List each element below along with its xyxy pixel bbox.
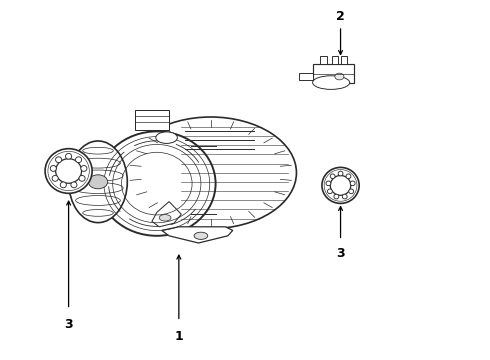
Ellipse shape [156,132,177,143]
Ellipse shape [81,166,87,171]
Text: 2: 2 [336,10,345,23]
FancyBboxPatch shape [332,56,338,64]
Ellipse shape [45,149,92,193]
Ellipse shape [60,182,66,188]
Ellipse shape [322,167,359,203]
Ellipse shape [313,76,350,89]
Ellipse shape [69,141,127,222]
Ellipse shape [75,157,82,163]
Text: 1: 1 [174,330,183,343]
Ellipse shape [125,117,296,229]
Ellipse shape [350,181,355,186]
Polygon shape [152,202,181,227]
Ellipse shape [330,175,351,195]
Ellipse shape [98,131,216,236]
Ellipse shape [52,175,58,181]
Text: 3: 3 [64,318,73,330]
Ellipse shape [194,232,208,239]
Ellipse shape [55,157,62,163]
Ellipse shape [349,189,354,194]
Ellipse shape [66,153,72,159]
Ellipse shape [343,194,347,199]
FancyBboxPatch shape [320,56,327,64]
Ellipse shape [338,171,343,176]
Ellipse shape [326,181,331,186]
Ellipse shape [334,194,339,199]
Ellipse shape [88,175,108,189]
Ellipse shape [56,159,81,183]
Polygon shape [162,227,233,243]
Ellipse shape [71,182,77,188]
Ellipse shape [330,174,335,179]
Text: 3: 3 [336,247,345,260]
Ellipse shape [327,189,332,194]
Ellipse shape [159,215,171,221]
Ellipse shape [79,175,85,181]
FancyBboxPatch shape [313,64,354,82]
Ellipse shape [346,174,351,179]
FancyBboxPatch shape [299,73,313,80]
Ellipse shape [50,166,56,171]
Ellipse shape [335,73,344,80]
FancyBboxPatch shape [341,56,347,64]
FancyBboxPatch shape [135,110,169,130]
